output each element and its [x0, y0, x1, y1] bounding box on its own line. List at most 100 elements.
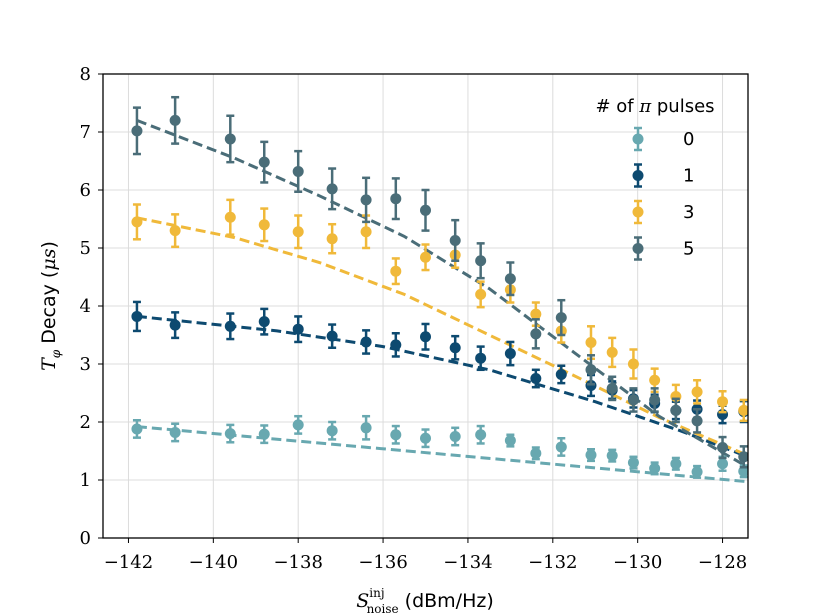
x-tick-label: −130	[613, 552, 662, 573]
data-point	[131, 216, 143, 228]
data-point	[530, 308, 542, 320]
data-point	[169, 114, 181, 126]
data-point	[606, 346, 618, 358]
data-point	[670, 458, 682, 470]
data-point	[475, 352, 487, 364]
data-point	[292, 165, 304, 177]
data-point	[292, 323, 304, 335]
data-point	[360, 336, 372, 348]
data-point	[606, 382, 618, 394]
fit-line-3	[136, 216, 748, 457]
data-point	[420, 204, 431, 216]
fit-lines	[136, 119, 748, 484]
data-point	[360, 194, 372, 206]
data-point	[258, 316, 270, 328]
fit-line-5	[136, 119, 748, 469]
data-point	[292, 419, 304, 431]
data-points	[131, 95, 748, 479]
data-point	[649, 394, 661, 406]
y-tick-label: 5	[80, 238, 91, 259]
data-point	[717, 396, 729, 408]
data-point	[420, 432, 431, 444]
data-point	[555, 312, 567, 324]
data-point	[360, 422, 372, 434]
data-point	[691, 415, 703, 427]
data-point	[131, 423, 143, 435]
data-point	[326, 233, 338, 245]
data-point	[691, 466, 703, 478]
data-point	[555, 441, 567, 453]
data-point	[738, 465, 748, 477]
data-point	[475, 255, 487, 267]
data-point	[649, 462, 661, 474]
data-point	[224, 428, 236, 440]
y-axis-label-symbol: T	[38, 357, 60, 371]
data-point	[449, 431, 461, 442]
data-point	[627, 358, 639, 370]
legend-item-0: 0	[632, 126, 694, 152]
data-point	[585, 337, 597, 349]
legend-title-rest: pulses	[651, 96, 714, 117]
data-point	[224, 211, 236, 223]
legend-title-pi: π	[638, 96, 652, 117]
legend-label: 5	[683, 239, 694, 260]
data-point	[390, 193, 402, 205]
x-tick-label: −136	[358, 552, 407, 573]
fit-line-1	[136, 314, 748, 459]
y-tick-label: 1	[80, 470, 91, 491]
x-axis-label-sup: inj	[369, 586, 384, 600]
axis-ticks: −142 −140 −138 −136 −134 −132 −130 −128 0 1 2 3 4 5 6 7…	[80, 64, 748, 573]
data-point	[258, 156, 270, 168]
data-point	[691, 386, 703, 398]
legend-label: 3	[683, 202, 694, 223]
fit-line-0	[136, 425, 748, 484]
data-point	[606, 450, 618, 462]
series-0	[131, 414, 748, 479]
data-point	[738, 404, 748, 416]
data-point	[738, 451, 748, 463]
legend-marker	[632, 206, 644, 218]
y-axis-label-unit: μs	[38, 248, 60, 270]
data-point	[530, 447, 542, 459]
data-point	[585, 449, 597, 461]
legend-items: 0 1 3 5	[632, 126, 694, 261]
data-point	[504, 348, 516, 360]
data-point	[530, 373, 542, 384]
legend-item-5: 5	[632, 236, 694, 261]
data-point	[420, 331, 431, 343]
x-tick-label: −134	[443, 552, 492, 573]
y-tick-label: 7	[80, 122, 91, 143]
legend-item-3: 3	[632, 199, 694, 225]
data-point	[390, 429, 402, 441]
x-tick-label: −142	[104, 552, 153, 573]
x-tick-label: −140	[189, 552, 238, 573]
data-point	[390, 265, 402, 277]
data-point	[475, 429, 487, 441]
x-tick-label: −128	[698, 552, 747, 573]
y-axis-label-text: Decay (	[38, 271, 60, 350]
data-point	[504, 435, 516, 447]
data-point	[449, 342, 461, 354]
data-point	[258, 428, 270, 440]
y-tick-label: 6	[80, 180, 91, 201]
series-5	[131, 95, 748, 469]
data-point	[360, 226, 372, 238]
data-point	[390, 339, 402, 351]
legend-title: # of π pulses	[595, 96, 714, 117]
data-point	[224, 133, 236, 145]
data-point	[169, 225, 181, 237]
y-tick-label: 2	[80, 412, 91, 433]
data-point	[131, 125, 143, 137]
y-axis-label-close: )	[38, 241, 60, 248]
x-tick-label: −138	[273, 552, 322, 573]
data-point	[169, 426, 181, 438]
data-point	[449, 234, 461, 246]
x-axis-label-symbol: S	[356, 590, 369, 612]
data-point	[627, 457, 639, 469]
y-tick-label: 0	[80, 528, 91, 549]
data-point	[326, 183, 338, 195]
data-point	[555, 368, 567, 380]
data-point	[169, 319, 181, 331]
x-axis-label-unit: (dBm/Hz)	[399, 590, 494, 612]
data-point	[326, 330, 338, 342]
